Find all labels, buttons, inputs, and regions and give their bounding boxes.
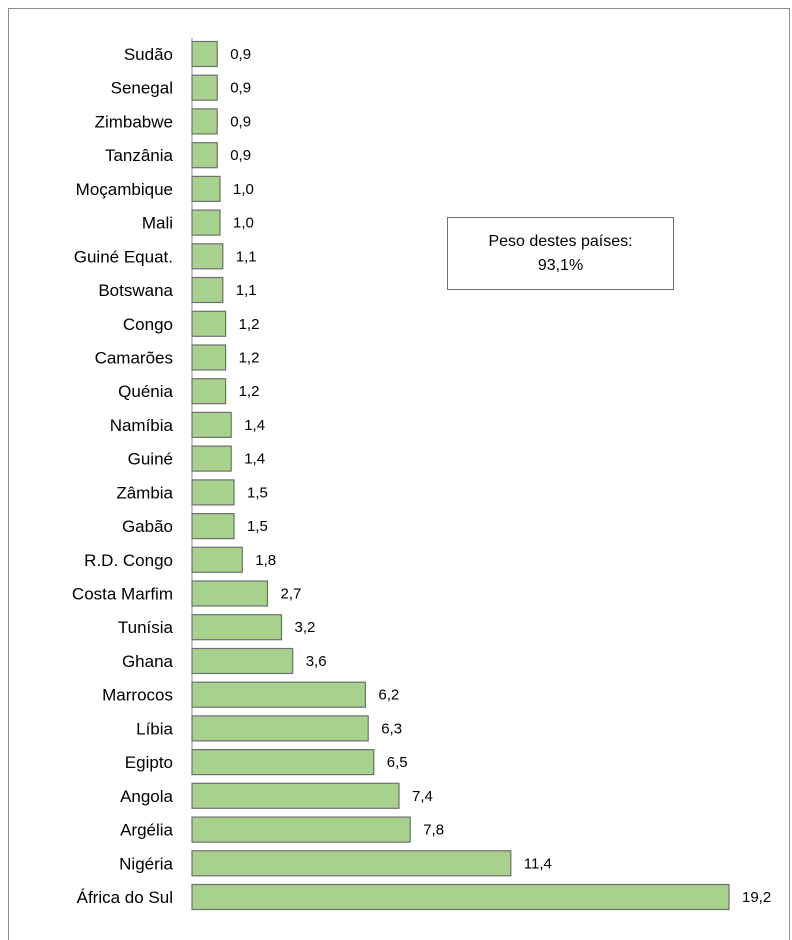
bar xyxy=(191,816,411,843)
bar xyxy=(191,142,218,169)
category-label: Zimbabwe xyxy=(95,112,173,131)
category-label: R.D. Congo xyxy=(84,551,173,570)
value-label: 1,8 xyxy=(255,552,276,569)
category-label: Guiné xyxy=(128,450,173,469)
category-label: Camarões xyxy=(95,349,173,368)
category-label: Zâmbia xyxy=(116,483,173,502)
category-label: Namíbia xyxy=(110,416,174,435)
category-label: Argélia xyxy=(120,821,173,840)
bar xyxy=(191,175,221,202)
bar xyxy=(191,378,227,405)
value-label: 0,9 xyxy=(230,147,251,164)
value-label: 2,7 xyxy=(281,586,302,603)
chart-frame xyxy=(8,8,790,940)
value-label: 1,2 xyxy=(239,383,260,400)
value-label: 0,9 xyxy=(230,46,251,63)
bar xyxy=(191,647,294,675)
value-label: 1,4 xyxy=(244,417,265,434)
bar xyxy=(191,445,232,472)
bar xyxy=(191,883,730,911)
category-label: Marrocos xyxy=(102,686,173,705)
value-label: 1,0 xyxy=(233,181,254,198)
category-label: Senegal xyxy=(111,79,173,98)
value-label: 1,0 xyxy=(233,215,254,232)
category-label: Quénia xyxy=(118,382,173,401)
annotation-line-2: 93,1% xyxy=(537,256,584,274)
bar xyxy=(191,276,224,304)
value-label: 1,4 xyxy=(244,451,265,468)
bar xyxy=(191,108,218,135)
bar xyxy=(191,546,243,573)
bar xyxy=(191,411,232,438)
bar xyxy=(191,74,218,101)
category-label: Mali xyxy=(142,214,173,233)
bar xyxy=(191,512,235,540)
category-label: Congo xyxy=(123,315,173,334)
value-label: 6,5 xyxy=(387,754,408,771)
bar xyxy=(191,310,227,337)
category-label: Gabão xyxy=(122,517,173,536)
value-label: 1,5 xyxy=(247,518,268,535)
value-label: 0,9 xyxy=(230,80,251,97)
bar xyxy=(191,681,366,708)
value-label: 1,5 xyxy=(247,484,268,501)
bar xyxy=(191,850,512,877)
category-label: Guiné Equat. xyxy=(74,247,173,266)
value-label: 1,2 xyxy=(239,350,260,367)
value-label: 19,2 xyxy=(742,889,771,906)
value-label: 3,2 xyxy=(295,619,316,636)
category-label: Líbia xyxy=(136,719,173,738)
value-label: 3,6 xyxy=(306,653,327,670)
bar xyxy=(191,748,375,776)
category-label: Botswana xyxy=(98,281,173,300)
value-label: 7,8 xyxy=(423,822,444,839)
value-label: 6,3 xyxy=(381,720,402,737)
bar xyxy=(191,243,224,270)
annotation-box: Peso destes países: 93,1% xyxy=(447,217,674,290)
value-label: 1,2 xyxy=(239,316,260,333)
category-label: África do Sul xyxy=(77,888,173,907)
category-label: Angola xyxy=(120,787,173,806)
category-label: Ghana xyxy=(122,652,174,671)
category-label: Sudão xyxy=(124,45,173,64)
bar xyxy=(191,209,221,236)
bar xyxy=(191,40,218,68)
category-label: Costa Marfim xyxy=(72,585,173,604)
annotation-line-1: Peso destes países: xyxy=(488,232,633,250)
category-label: Egipto xyxy=(125,753,173,772)
category-label: Tunísia xyxy=(118,618,174,637)
category-label: Moçambique xyxy=(76,180,173,199)
bar xyxy=(191,614,283,641)
category-label: Tanzânia xyxy=(105,146,174,165)
value-label: 7,4 xyxy=(412,788,433,805)
bar xyxy=(191,479,235,506)
value-label: 1,1 xyxy=(236,248,257,265)
bar xyxy=(191,715,369,742)
value-label: 1,1 xyxy=(236,282,257,299)
category-label: Nigéria xyxy=(119,854,173,873)
value-label: 0,9 xyxy=(230,113,251,130)
value-label: 6,2 xyxy=(378,687,399,704)
bar xyxy=(191,782,400,809)
value-label: 11,4 xyxy=(524,855,552,872)
bar xyxy=(191,344,227,371)
bar xyxy=(191,580,269,607)
